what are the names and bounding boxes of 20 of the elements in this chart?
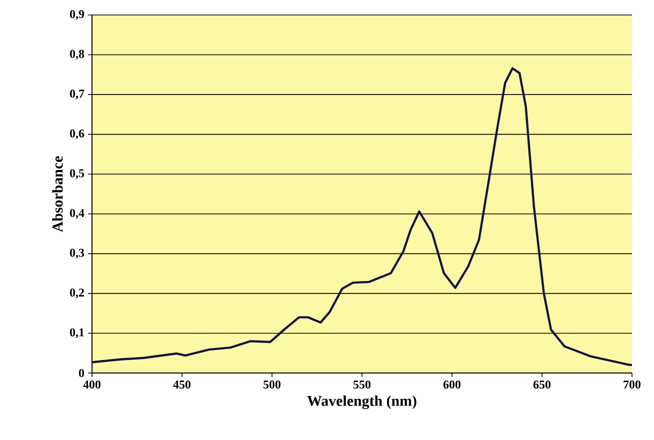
y-tick-label: 0,1	[70, 328, 84, 338]
y-tick-label: 0,2	[70, 288, 84, 298]
x-tick-label: 600	[443, 380, 461, 389]
x-tick-label: 450	[173, 380, 191, 389]
y-tick-label: 0,9	[70, 10, 84, 20]
x-tick-label: 550	[354, 380, 371, 389]
y-tick-label: 0,8	[70, 50, 84, 60]
y-tick-label: 0,7	[70, 90, 84, 100]
x-tick-label: 650	[533, 380, 551, 389]
y-tick-label: 0,3	[70, 248, 84, 259]
x-tick-label: 400	[83, 380, 101, 389]
y-tick-label: 0,4	[70, 208, 84, 219]
y-tick-label: 0,6	[70, 129, 84, 140]
x-axis-title: Wavelength (nm)	[307, 395, 416, 410]
y-tick-label: 0	[78, 368, 84, 378]
line-series	[92, 67, 632, 366]
y-tick-label: 0,5	[70, 169, 84, 180]
x-tick-label: 700	[624, 380, 641, 389]
x-tick-label: 500	[264, 380, 281, 389]
y-axis-title: Absorbance	[52, 156, 63, 232]
